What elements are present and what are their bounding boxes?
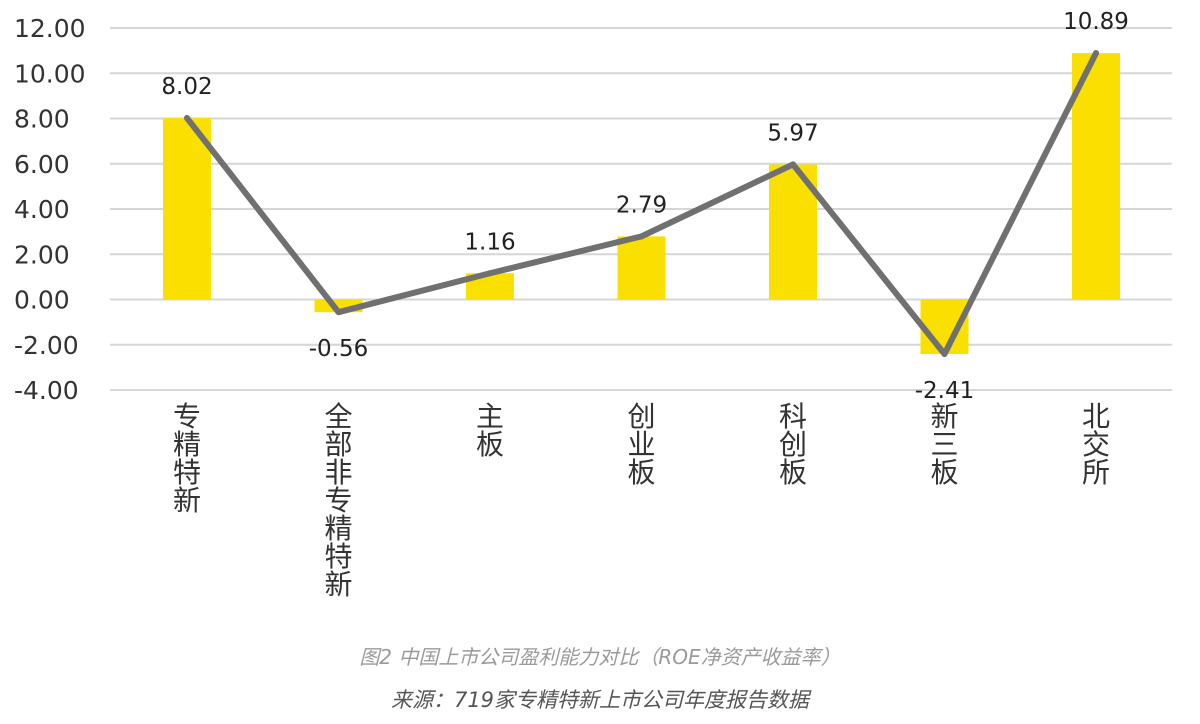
y-tick-label: -4.00 [14,376,79,405]
y-tick-label: 4.00 [14,195,70,224]
data-label: 8.02 [161,74,212,100]
data-label: 10.89 [1063,9,1129,35]
x-category-label: 全部非专精特新 [324,400,352,601]
line-point [941,351,948,358]
x-category-label: 主板 [476,400,504,461]
bar [617,236,666,300]
figure-caption: 图2 中国上市公司盈利能力对比（ROE净资产收益率） [359,645,841,669]
data-label: -2.41 [915,378,975,404]
bar [1072,53,1120,300]
line-point [487,270,493,277]
data-labels: 8.02 -0.56 1.16 2.79 5.97 -2.41 10.89 [161,9,1129,404]
y-tick-label: 2.00 [14,240,70,269]
x-category-label: 专精特新 [173,400,201,517]
data-label: -0.56 [309,336,369,362]
x-category-label: 新三板 [930,400,958,489]
line-point [638,233,645,240]
x-category-label: 北交所 [1082,400,1110,489]
y-tick-label: 8.00 [14,105,70,134]
x-category-label: 创业板 [627,400,655,489]
y-tick-label: 10.00 [14,59,86,88]
bar [163,118,211,300]
data-label: 5.97 [767,120,818,146]
data-label: 1.16 [464,229,515,255]
roe-combo-chart: 12.00 10.00 8.00 6.00 4.00 2.00 0.00 -2.00 -4.00… [14,9,1172,601]
y-tick-label: 0.00 [14,286,70,315]
x-axis-categories: 专精特新 全部非专精特新 主板 创业板 科创板 新三板 北交所 [173,400,1110,601]
data-label: 2.79 [616,192,667,218]
y-tick-label: 12.00 [14,14,86,43]
line-point [790,161,796,168]
y-axis-ticks: 12.00 10.00 8.00 6.00 4.00 2.00 0.00 -2.00 -4.00 [14,14,86,405]
line-point [335,309,342,316]
line-point [1093,50,1099,57]
line-point [184,115,190,122]
source-note: 来源：719家专精特新上市公司年度报告数据 [390,688,810,712]
roe-line-series [184,50,1099,358]
x-category-label: 科创板 [779,400,807,489]
y-tick-label: -2.00 [14,331,79,360]
y-tick-label: 6.00 [14,150,70,179]
